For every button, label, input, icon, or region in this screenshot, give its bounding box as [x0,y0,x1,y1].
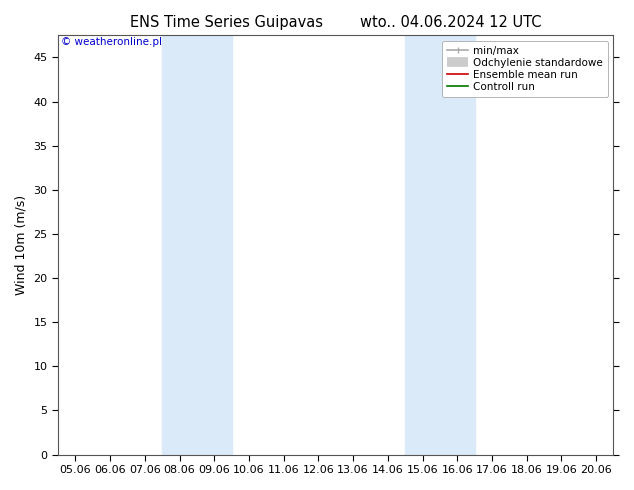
Text: © weatheronline.pl: © weatheronline.pl [61,37,162,48]
Y-axis label: Wind 10m (m/s): Wind 10m (m/s) [15,195,28,295]
Bar [162,35,231,455]
Legend: min/max, Odchylenie standardowe, Ensemble mean run, Controll run: min/max, Odchylenie standardowe, Ensembl… [442,41,608,97]
Title: ENS Time Series Guipavas        wto.. 04.06.2024 12 UTC: ENS Time Series Guipavas wto.. 04.06.202… [130,15,541,30]
Bar [405,35,475,455]
